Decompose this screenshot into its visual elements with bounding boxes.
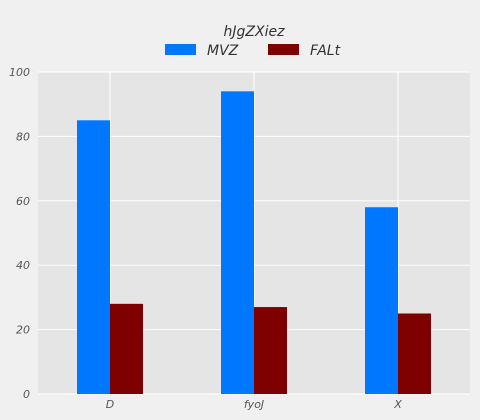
y-tick-label: 40 xyxy=(16,259,30,272)
x-tick-label: X xyxy=(393,398,402,411)
y-tick-label: 100 xyxy=(9,66,30,79)
bar-mvz-x xyxy=(365,207,398,394)
bar-falt-d xyxy=(110,303,143,394)
legend-label-mvz: MVZ xyxy=(207,43,239,59)
y-tick-label: 0 xyxy=(23,388,30,401)
bar-mvz-d xyxy=(77,120,110,395)
y-axis-ticks: 0 20 40 60 80 100 xyxy=(9,66,30,401)
legend-swatch-falt xyxy=(268,44,299,55)
legend-title: hJgZXiez xyxy=(224,24,286,40)
legend: hJgZXiez MVZ FALt xyxy=(165,24,341,59)
y-tick-label: 20 xyxy=(16,324,30,337)
y-tick-label: 80 xyxy=(16,130,30,143)
x-tick-label: D xyxy=(106,398,114,411)
x-tick-label: fyoJ xyxy=(244,398,264,411)
legend-label-falt: FALt xyxy=(310,43,341,59)
bar-falt-fyoj xyxy=(254,307,287,394)
legend-swatch-mvz xyxy=(165,44,196,55)
bars xyxy=(77,91,431,395)
bar-falt-x xyxy=(398,313,431,394)
y-tick-label: 60 xyxy=(16,195,30,208)
bar-mvz-fyoj xyxy=(221,91,254,394)
